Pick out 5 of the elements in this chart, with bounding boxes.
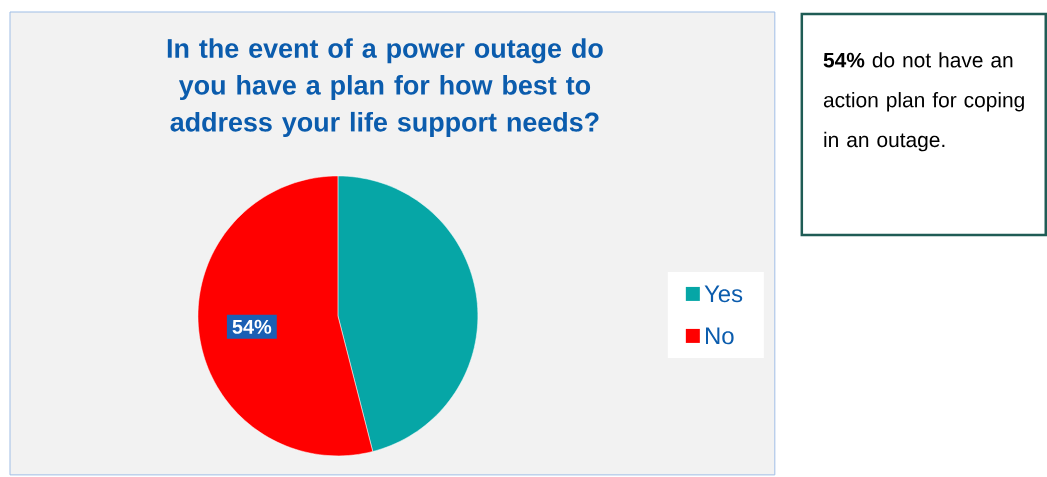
text: 54% do not have an action plan for coping in an outage. xyxy=(823,52,1024,152)
legend-label: No xyxy=(706,327,734,345)
chart-title: In the event of a power outage do you have a plan for how best to address your life support needs? xyxy=(167,38,603,138)
legend-label: Yes xyxy=(704,285,743,303)
data-label: 54% xyxy=(232,319,272,334)
